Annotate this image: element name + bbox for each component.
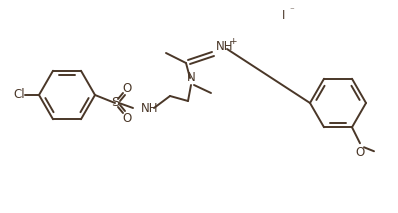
Text: N: N: [187, 71, 195, 84]
Text: NH: NH: [141, 102, 158, 115]
Text: O: O: [122, 111, 132, 125]
Text: O: O: [355, 146, 365, 159]
Text: O: O: [122, 82, 132, 95]
Text: NH: NH: [216, 40, 234, 53]
Text: +: +: [229, 37, 236, 46]
Text: I: I: [282, 9, 285, 22]
Text: ⁻: ⁻: [289, 6, 294, 15]
Text: Cl: Cl: [14, 88, 25, 102]
Text: S: S: [111, 96, 119, 109]
